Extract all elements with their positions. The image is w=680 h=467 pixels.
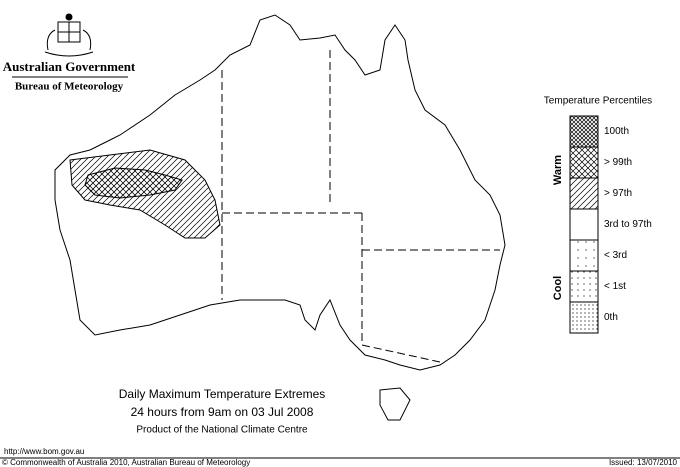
legend: 100th > 99th > 97th 3rd to 97th < 3rd < 1st 0t… xyxy=(569,115,652,334)
state-borders xyxy=(221,50,500,363)
footer-copyright: © Commonwealth of Australia 2010, Austra… xyxy=(2,458,250,467)
legend-title: Temperature Percentiles xyxy=(544,96,652,107)
legend-label: > 97th xyxy=(604,188,632,199)
caption-title: Daily Maximum Temperature Extremes xyxy=(119,387,326,401)
header-title: Australian Government xyxy=(3,59,136,74)
legend-label: > 99th xyxy=(604,157,632,168)
footer-url: http://www.bom.gov.au xyxy=(4,447,84,456)
legend-label: 0th xyxy=(604,312,618,323)
mainland xyxy=(54,14,506,371)
legend-swatch xyxy=(569,239,599,272)
legend-label: < 1st xyxy=(604,281,626,292)
tasmania xyxy=(379,387,411,421)
legend-swatch xyxy=(569,177,599,210)
australia-map xyxy=(54,14,506,421)
legend-swatch xyxy=(569,301,599,334)
legend-warm: Warm xyxy=(552,155,564,185)
legend-label: 100th xyxy=(604,126,629,137)
header-subtitle: Bureau of Meteorology xyxy=(15,81,124,93)
caption-source: Product of the National Climate Centre xyxy=(136,425,308,436)
legend-swatch xyxy=(569,270,599,303)
legend-label: 3rd to 97th xyxy=(604,219,652,230)
caption-period: 24 hours from 9am on 03 Jul 2008 xyxy=(131,405,314,419)
legend-swatch xyxy=(569,115,599,148)
legend-swatch xyxy=(569,146,599,179)
legend-swatch xyxy=(569,208,599,241)
footer-issued: Issued: 13/07/2010 xyxy=(609,458,678,467)
legend-label: < 3rd xyxy=(604,250,627,261)
hatch-99th xyxy=(84,167,183,199)
legend-cool: Cool xyxy=(552,276,564,300)
crest xyxy=(44,13,94,57)
